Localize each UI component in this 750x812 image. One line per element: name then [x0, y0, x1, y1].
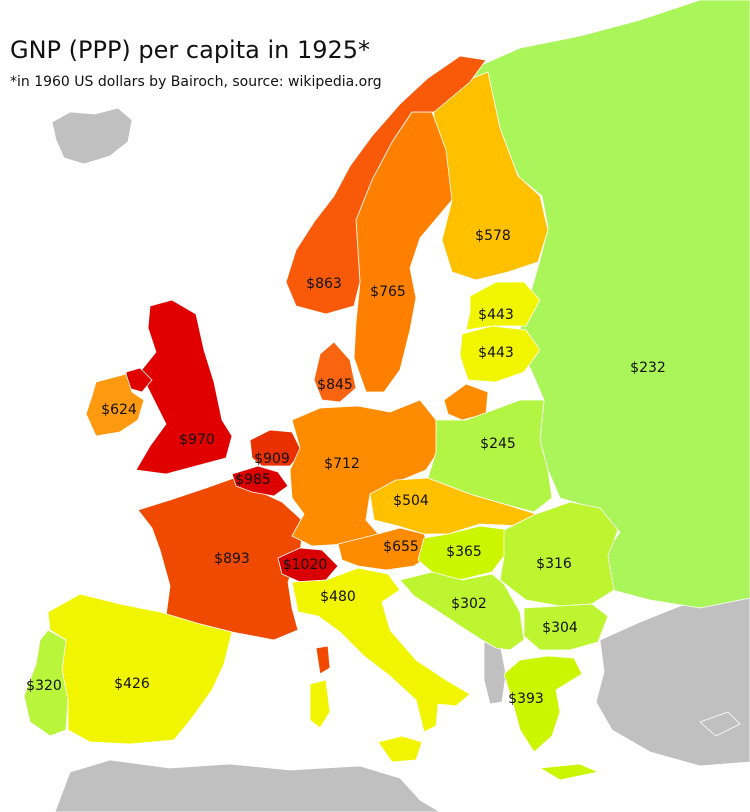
- north-africa: [54, 759, 441, 812]
- iceland: [51, 107, 133, 165]
- region-greece: [503, 655, 583, 753]
- region-yugoslavia: [399, 571, 525, 651]
- region-uk: [135, 299, 233, 475]
- region-sardinia: [309, 679, 331, 729]
- region-russia: [469, 0, 750, 609]
- label-switzerland: $1020: [283, 557, 328, 573]
- region-romania: [499, 501, 619, 607]
- region-italy: [291, 567, 471, 733]
- label-greece: $393: [508, 691, 544, 707]
- label-lithuania: $443: [478, 345, 514, 361]
- label-spain: $426: [114, 676, 150, 692]
- label-belgium: $985: [235, 472, 271, 488]
- region-switzerland: [277, 547, 339, 583]
- label-bulgaria: $304: [542, 620, 578, 636]
- region-corsica: [315, 645, 331, 675]
- region-bulgaria: [523, 603, 609, 651]
- label-germany: $712: [324, 456, 360, 472]
- label-ireland: $624: [101, 402, 137, 418]
- label-portugal: $320: [26, 678, 62, 694]
- value-labels: $232 $245 $316 $304 $302 $320 $365 $393 …: [26, 228, 666, 707]
- label-italy: $480: [320, 589, 356, 605]
- label-denmark: $845: [317, 377, 353, 393]
- region-latvia: [465, 281, 541, 331]
- label-poland: $245: [480, 436, 516, 452]
- cyprus: [699, 711, 741, 737]
- label-france: $893: [214, 551, 250, 567]
- label-czechoslovakia: $504: [393, 493, 429, 509]
- region-crete: [539, 763, 599, 781]
- region-portugal: [23, 629, 69, 737]
- region-norway: [285, 55, 487, 315]
- region-germany: [289, 399, 439, 547]
- label-latvia: $443: [478, 307, 514, 323]
- label-sweden: $765: [370, 284, 406, 300]
- label-norway: $863: [306, 276, 342, 292]
- region-lithuania: [459, 325, 541, 383]
- map-title: GNP (PPP) per capita in 1925*: [10, 36, 371, 64]
- region-denmark: [313, 341, 357, 403]
- label-netherlands: $909: [254, 451, 290, 467]
- label-finland: $578: [475, 228, 511, 244]
- label-hungary: $365: [446, 544, 482, 560]
- map-subtitle: *in 1960 US dollars by Bairoch, source: …: [10, 74, 382, 90]
- label-uk: $970: [179, 432, 215, 448]
- label-yugoslavia: $302: [451, 596, 487, 612]
- region-hungary: [417, 525, 511, 581]
- label-austria: $655: [383, 539, 419, 555]
- region-belgium: [231, 465, 289, 497]
- label-romania: $316: [536, 556, 572, 572]
- label-russia: $232: [630, 360, 666, 376]
- region-sicily: [377, 735, 423, 763]
- region-poland: [427, 399, 553, 513]
- region-ireland: [85, 373, 145, 437]
